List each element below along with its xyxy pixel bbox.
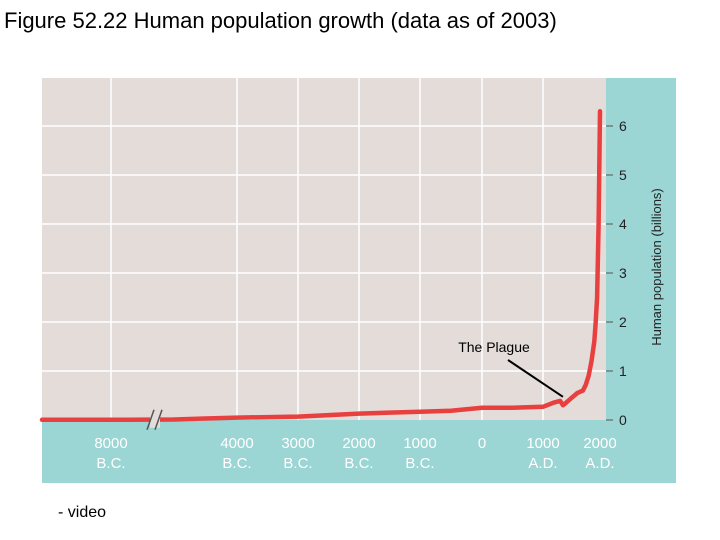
- x-tick-label: 1000: [526, 435, 559, 452]
- x-tick-label-era: A.D.: [528, 455, 557, 472]
- x-tick-label-era: A.D.: [585, 455, 614, 472]
- gridlines: [42, 78, 606, 420]
- bottom-axis-panel: [42, 420, 606, 483]
- population-line: [39, 109, 603, 423]
- axis-break-mark: [146, 409, 155, 431]
- right-axis-panel: [606, 78, 676, 483]
- annotation-label: The Plague: [458, 339, 530, 355]
- x-tick-label-era: B.C.: [344, 455, 373, 472]
- x-axis-ticks: 8000 B.C. 4000 B.C. 3000 B.C. 2000 B.C. 1000 B.C.…: [94, 435, 616, 472]
- x-tick-label: 2000: [583, 435, 616, 452]
- y-tick-label: 3: [619, 265, 627, 281]
- x-tick-label: 3000: [281, 435, 314, 452]
- x-tick-label: 2000: [342, 435, 375, 452]
- x-tick-label-era: B.C.: [405, 455, 434, 472]
- annotations: The Plague: [458, 339, 564, 398]
- x-tick-label-era: B.C.: [96, 455, 125, 472]
- x-tick-label: 8000: [94, 435, 127, 452]
- figure-title: Figure 52.22 Human population growth (da…: [4, 8, 557, 33]
- y-tick-label: 6: [619, 118, 627, 134]
- x-tick-label-era: B.C.: [222, 455, 251, 472]
- y-tick-label: 4: [619, 216, 627, 232]
- y-axis-label: Human population (billions): [649, 188, 664, 346]
- y-axis-ticks: 0 1 2 3 4 5 6: [606, 118, 627, 428]
- video-link[interactable]: - video: [58, 504, 107, 521]
- y-tick-label: 1: [619, 363, 627, 379]
- x-tick-label-era: B.C.: [283, 455, 312, 472]
- axis-break-gap: [150, 411, 160, 428]
- population-series: [39, 109, 603, 423]
- axis-break: [146, 409, 163, 431]
- y-tick-label: 2: [619, 314, 627, 330]
- y-tick-label: 5: [619, 167, 627, 183]
- x-tick-label: 1000: [403, 435, 436, 452]
- axis-break-mark: [154, 409, 163, 431]
- x-tick-label: 0: [478, 435, 486, 452]
- y-tick-label: 0: [619, 412, 627, 428]
- x-tick-label: 4000: [220, 435, 253, 452]
- annotation-pointer: [507, 359, 564, 398]
